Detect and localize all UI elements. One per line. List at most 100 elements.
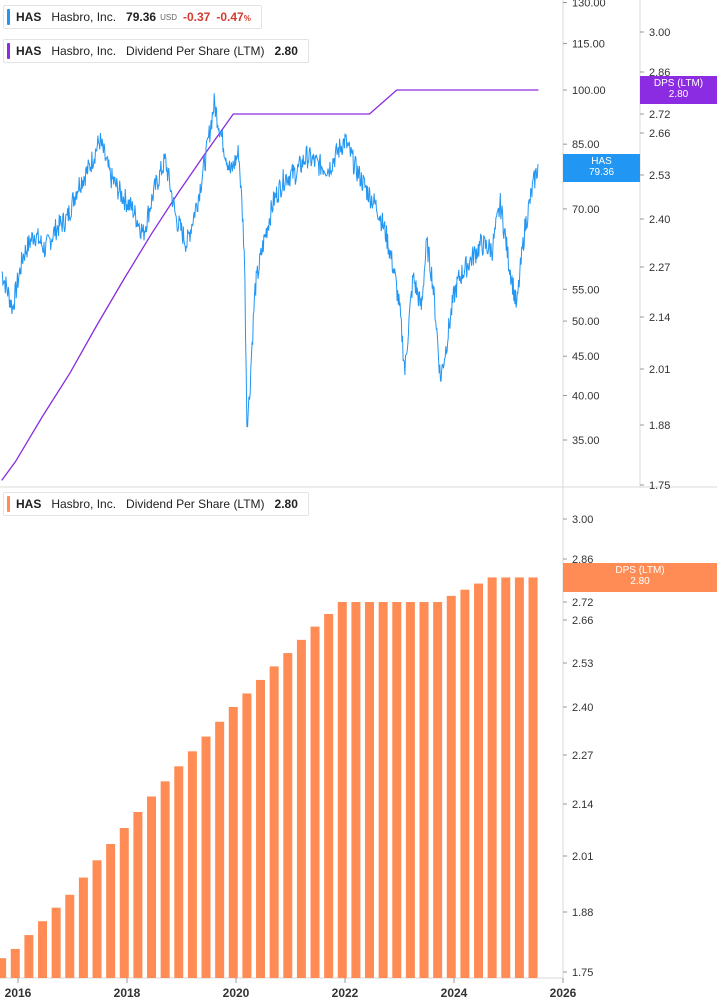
dps-top-tick-label: 3.00 [649,27,670,39]
legend-price[interactable]: HAS Hasbro, Inc. 79.36 USD -0.37 -0.47% [3,5,262,29]
dps-bar [228,707,238,978]
legend-price-change-pct: -0.47% [216,10,250,24]
dps-bar [65,894,75,978]
dps-bar [446,595,456,978]
dps-top-tick-label: 2.53 [649,170,670,182]
price-tag: HAS 79.36 [563,154,640,182]
legend-dps-top-company: Hasbro, Inc. [51,44,117,58]
x-tick-label: 2020 [223,986,250,1000]
legend-dps-bottom-value: 2.80 [274,497,298,511]
dps-bar [378,602,388,978]
x-tick-label: 2018 [114,986,141,1000]
legend-price-swatch [7,9,10,25]
price-tag-value: 79.36 [588,167,615,178]
price-tick-label: 35.00 [572,435,600,447]
dps-bottom-tick-label: 1.75 [572,967,593,979]
x-tick-label: 2026 [550,986,577,1000]
dps-bottom-tag: DPS (LTM) 2.80 [563,563,717,592]
x-tick-label: 2016 [5,986,32,1000]
price-tick-label: 45.00 [572,351,600,363]
dps-bar [283,653,293,978]
dps-bar [392,602,402,978]
dps-bar [201,736,211,978]
dps-bottom-tick-label: 2.53 [572,658,593,670]
dps-bar [256,679,266,978]
legend-dps-bottom-metric: Dividend Per Share (LTM) [126,497,265,511]
dps-bar [147,796,157,978]
dps-bar [133,812,143,978]
legend-dps-bottom-ticker: HAS [16,497,42,511]
price-tick-label: 115.00 [572,38,605,50]
legend-dps-bottom-company: Hasbro, Inc. [51,497,117,511]
dps-bottom-tick-label: 2.72 [572,597,593,609]
dps-top-tag-value: 2.80 [668,89,689,100]
legend-price-company: Hasbro, Inc. [51,10,117,24]
dps-top-tag-label: DPS (LTM) [653,78,704,89]
price-tick-label: 130.00 [572,0,606,10]
dps-bottom-tag-label: DPS (LTM) [615,565,665,576]
dps-bar [242,693,252,978]
dps-bar [514,577,524,978]
dps-bar [419,602,429,978]
dps-bar [310,626,320,978]
legend-price-ticker: HAS [16,10,42,24]
legend-dps-bottom-swatch [7,496,10,512]
dps-bar [10,948,20,978]
legend-dps-top-swatch [7,43,10,59]
dps-top-tick-label: 1.75 [649,480,670,492]
price-tick-label: 70.00 [572,204,600,216]
price-tick-label: 40.00 [572,390,600,402]
dps-axis-top: 1.751.882.012.142.272.402.532.662.722.86… [640,27,670,492]
dps-bar [119,828,129,978]
price-tick-label: 85.00 [572,139,600,151]
dps-bars [0,577,538,978]
legend-dps-top[interactable]: HAS Hasbro, Inc. Dividend Per Share (LTM… [3,39,309,63]
price-tick-label: 55.00 [572,284,600,296]
dps-top-tick-label: 1.88 [649,420,670,432]
dps-line [1,89,539,481]
dps-bar [487,577,497,978]
dps-bar [460,589,470,978]
dps-bar [501,577,511,978]
dps-top-tick-label: 2.14 [649,312,670,324]
dps-bar [269,666,279,978]
dps-bar [174,766,184,978]
price-tick-label: 50.00 [572,316,600,328]
dps-bottom-tag-value: 2.80 [630,576,650,587]
legend-price-pct-sign: % [243,14,251,23]
dps-bar [405,602,415,978]
dps-bar [187,751,197,978]
dps-bar [215,721,225,978]
dps-bar [433,602,443,978]
dps-top-tick-label: 2.40 [649,214,670,226]
dps-bottom-tick-label: 2.01 [572,851,593,863]
dps-bottom-tick-label: 2.27 [572,750,593,762]
legend-price-currency: USD [160,12,177,22]
x-axis: 2016 2018 2020 2022 2024 2026 [5,978,577,1000]
dps-bottom-tick-label: 1.88 [572,907,593,919]
dps-bar [51,907,61,978]
dps-bar [0,958,7,978]
legend-price-change: -0.37 [182,10,211,24]
x-tick-label: 2022 [332,986,359,1000]
legend-price-value: 79.36 [126,10,157,24]
dps-bar [365,602,375,978]
dps-bar [474,583,484,978]
dps-top-tick-label: 2.66 [649,128,670,140]
dps-top-tick-label: 2.01 [649,364,670,376]
price-tag-label: HAS [591,156,612,167]
dps-top-tick-label: 2.27 [649,262,670,274]
dps-bar [106,844,116,978]
legend-dps-bottom[interactable]: HAS Hasbro, Inc. Dividend Per Share (LTM… [3,492,309,516]
dps-bar [78,877,88,978]
chart-lines [1,89,539,481]
dps-bar [528,577,538,978]
dps-bar [324,614,334,978]
price-tick-label: 100.00 [572,85,606,97]
dps-bar [160,781,170,978]
dps-bar [351,602,361,978]
dps-bar [296,639,306,978]
legend-dps-top-value: 2.80 [274,44,298,58]
x-tick-label: 2024 [441,986,468,1000]
dps-bar [92,860,102,978]
